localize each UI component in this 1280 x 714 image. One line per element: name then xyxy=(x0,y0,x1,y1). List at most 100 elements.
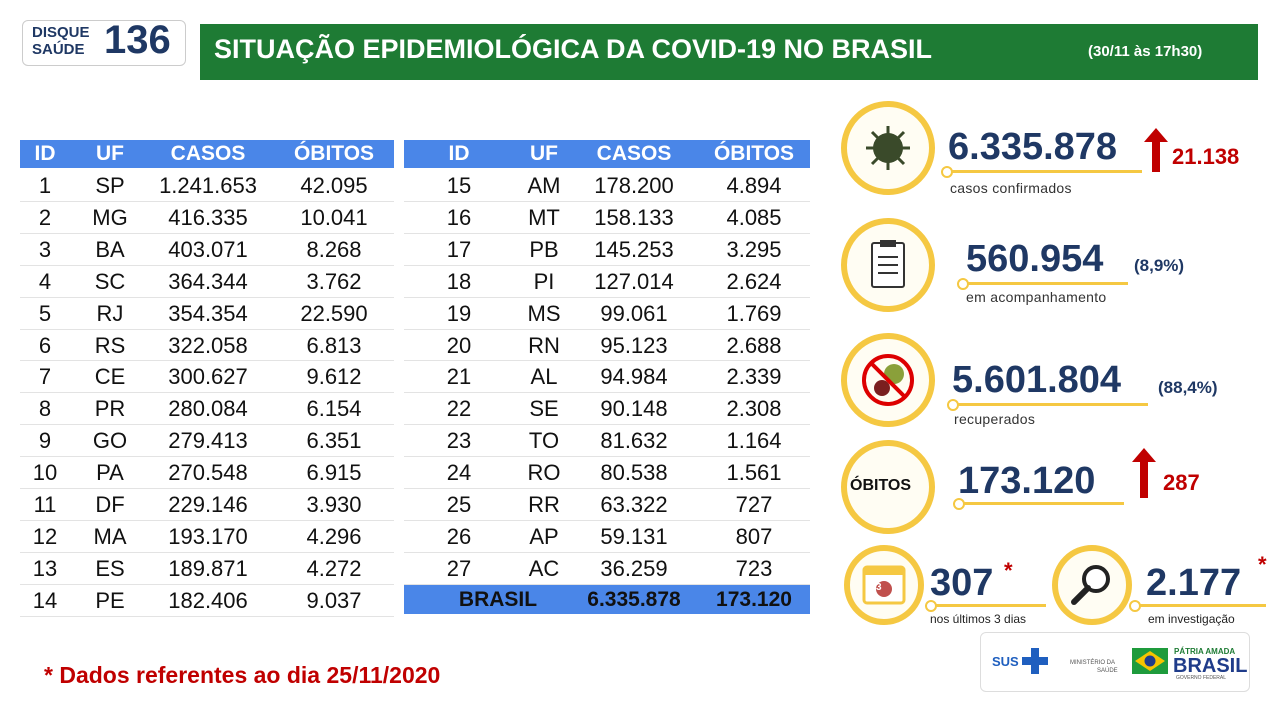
table-cell: 1.769 xyxy=(726,300,782,326)
table-cell: 2.308 xyxy=(726,396,782,422)
table-cell: 21 xyxy=(446,364,472,390)
row-line xyxy=(20,488,394,489)
title: SITUAÇÃO EPIDEMIOLÓGICA DA COVID-19 NO B… xyxy=(214,34,933,64)
table-cell: 354.354 xyxy=(168,300,248,326)
table-cell: 36.259 xyxy=(600,555,668,581)
ministry-top: MINISTÉRIO DA xyxy=(1070,660,1116,666)
row-line xyxy=(404,360,810,362)
table-cell: 1.164 xyxy=(726,428,782,454)
recovered-label: recuperados xyxy=(954,411,1036,427)
table-cell: AM xyxy=(527,173,561,198)
table-cell: RJ xyxy=(96,300,124,326)
table-cell: 279.413 xyxy=(168,428,248,454)
table-cell: 2.339 xyxy=(726,364,782,390)
table-cell: SP xyxy=(95,173,125,198)
table-cell: 4 xyxy=(38,268,52,294)
table-cell: 178.200 xyxy=(594,173,674,198)
row-line xyxy=(404,519,810,521)
recovered-percent: (88,4%) xyxy=(1158,378,1218,397)
last-days-star: * xyxy=(1004,558,1013,583)
table-cell: 6.351 xyxy=(306,428,362,454)
table-cell: 6.915 xyxy=(306,460,362,486)
underline-dot xyxy=(925,600,937,612)
total-cell: 6.335.878 xyxy=(587,587,681,611)
government: GOVERNO FEDERAL xyxy=(1176,675,1227,681)
table-cell: 6.154 xyxy=(306,396,362,422)
brasil-logo: BRASIL xyxy=(1173,655,1248,677)
title-date: (30/11 às 17h30) xyxy=(1088,43,1203,60)
row-line xyxy=(20,264,394,266)
table-cell: AL xyxy=(530,364,558,390)
table-cell: BA xyxy=(95,236,125,262)
table-cell: 17 xyxy=(446,236,472,262)
table-cell: RR xyxy=(528,492,560,517)
follow-up-label: em acompanhamento xyxy=(966,289,1107,305)
table-cell: 1.561 xyxy=(726,460,782,486)
calendar-icon xyxy=(862,565,906,605)
sus-cross xyxy=(1022,648,1048,674)
table-cell: 403.071 xyxy=(168,236,248,262)
table-cell: 20 xyxy=(446,332,472,358)
underline xyxy=(946,170,1142,173)
investigation-value: 2.177 xyxy=(1146,562,1242,604)
table-cell: RO xyxy=(527,460,561,486)
deaths-badge: ÓBITOS xyxy=(850,477,912,494)
table-cell: MS xyxy=(527,300,561,326)
table-cell: 22.590 xyxy=(300,300,368,326)
underline xyxy=(952,403,1148,406)
table-cell: 807 xyxy=(735,523,773,549)
row-line xyxy=(404,456,810,458)
table-cell: SC xyxy=(94,268,126,294)
row-line xyxy=(404,551,810,553)
increase-arrow xyxy=(1144,128,1168,172)
table-cell: 81.632 xyxy=(600,428,668,454)
table-cell: 229.146 xyxy=(168,492,248,517)
table-cell: 3.762 xyxy=(306,268,362,294)
table-cell: 1.241.653 xyxy=(159,173,257,198)
table-cell: 18 xyxy=(446,268,472,294)
column-header: CASOS xyxy=(596,142,672,165)
underline xyxy=(1134,604,1266,607)
table-cell: 8 xyxy=(38,396,52,422)
underline xyxy=(962,282,1128,285)
table-cell: 9 xyxy=(38,428,52,454)
row-line xyxy=(20,200,394,202)
table-cell: 19 xyxy=(446,300,472,326)
search-icon xyxy=(1071,565,1110,605)
table-cell: AC xyxy=(528,555,560,581)
table-cell: PI xyxy=(533,268,555,294)
footnote: * Dados referentes ao dia 25/11/2020 xyxy=(44,662,441,688)
column-header: ID xyxy=(34,142,56,165)
investigation-star: * xyxy=(1258,552,1267,577)
row-line xyxy=(20,615,394,617)
table-cell: PA xyxy=(96,460,124,486)
confirmed-value: 6.335.878 xyxy=(948,126,1118,168)
title-bar xyxy=(200,24,1258,80)
table-cell: 10.041 xyxy=(300,204,368,230)
table-cell: 145.253 xyxy=(594,236,674,262)
deaths-increase: 287 xyxy=(1163,470,1200,495)
table-cell: 1 xyxy=(38,173,52,198)
table-cell: 4.894 xyxy=(726,173,782,198)
underline-dot xyxy=(957,278,969,290)
follow-up-percent: (8,9%) xyxy=(1134,256,1185,275)
table-cell: 158.133 xyxy=(594,204,674,230)
table-cell: 4.296 xyxy=(306,523,362,549)
recovered-icon xyxy=(862,354,914,406)
header-row xyxy=(20,140,394,168)
row-line xyxy=(20,424,394,426)
table-cell: 270.548 xyxy=(168,460,248,486)
table-cell: RN xyxy=(528,332,560,358)
table-cell: 189.871 xyxy=(168,555,248,581)
column-header: ÓBITOS xyxy=(713,142,795,165)
row-line xyxy=(20,456,394,458)
underline-dot xyxy=(953,498,965,510)
table-cell: DF xyxy=(95,492,125,517)
table-cell: CE xyxy=(94,364,126,390)
clipboard-icon xyxy=(871,240,905,288)
underline-dot xyxy=(1129,600,1141,612)
table-cell: 416.335 xyxy=(168,204,248,230)
ministry-bottom: SAÚDE xyxy=(1097,668,1118,674)
underline-dot xyxy=(947,399,959,411)
